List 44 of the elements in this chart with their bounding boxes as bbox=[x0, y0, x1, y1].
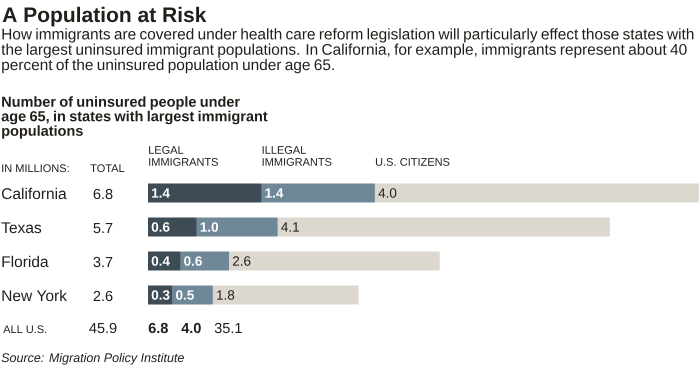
data-label: 1.8 bbox=[217, 290, 234, 300]
text: IN MILLIONS: bbox=[2, 164, 69, 172]
data-label: 4.1 bbox=[281, 222, 299, 232]
data-label: 2.6 bbox=[232, 256, 250, 266]
bar bbox=[172, 285, 213, 304]
source-note: Source: Migration Policy Institute bbox=[2, 352, 184, 365]
total-label: 5.7 bbox=[94, 223, 112, 234]
bar bbox=[180, 251, 230, 270]
text: ALL U.S. bbox=[3, 325, 46, 334]
chart-title: A Population at Risk bbox=[2, 6, 206, 26]
bar bbox=[196, 217, 278, 236]
data-label: 4.0 bbox=[378, 188, 396, 198]
text: Number of uninsured people under age 65, in states with largest immigrant populations bbox=[2, 96, 268, 139]
data-label: 0.6 bbox=[152, 222, 170, 232]
data-label: 1.4 bbox=[265, 188, 284, 198]
text: 45.9 bbox=[89, 322, 116, 334]
data-label: 1.4 bbox=[152, 188, 170, 198]
data-label: 1.0 bbox=[200, 222, 218, 232]
bar bbox=[148, 217, 197, 236]
bar bbox=[374, 184, 699, 202]
total-label: 3.7 bbox=[93, 256, 112, 268]
text: 35.1 bbox=[214, 322, 242, 334]
text: 6.8 bbox=[148, 322, 168, 334]
series-label: LEGAL IMMIGRANTS bbox=[149, 146, 218, 166]
data-label: 0.6 bbox=[184, 256, 202, 266]
text: TOTAL bbox=[90, 164, 124, 172]
chart-subtitle: How immigrants are covered under health care reform legislation will particularly effect those states with the largest uninsured immigrant populations. In California, for example, immigrants represent about 40 percent of the uninsured population under age 65. bbox=[1, 28, 694, 74]
bar bbox=[278, 217, 610, 236]
data-label: 0.5 bbox=[176, 290, 194, 300]
text: 4.0 bbox=[181, 322, 201, 334]
data-label: 0.3 bbox=[152, 290, 170, 300]
series-label: ILLEGAL IMMIGRANTS bbox=[262, 146, 332, 166]
total-label: 2.6 bbox=[94, 290, 112, 302]
bar bbox=[229, 251, 440, 270]
bar bbox=[212, 285, 359, 304]
y-tick-label: Texas bbox=[2, 222, 42, 234]
series-label: U.S. CITIZENS bbox=[376, 158, 450, 166]
y-tick-label: New York bbox=[2, 290, 67, 302]
y-tick-label: California bbox=[2, 188, 67, 200]
bar bbox=[148, 184, 262, 202]
y-tick-label: Florida bbox=[2, 256, 49, 268]
data-label: 0.4 bbox=[152, 256, 170, 266]
bar bbox=[261, 184, 375, 202]
total-label: 6.8 bbox=[94, 188, 112, 200]
